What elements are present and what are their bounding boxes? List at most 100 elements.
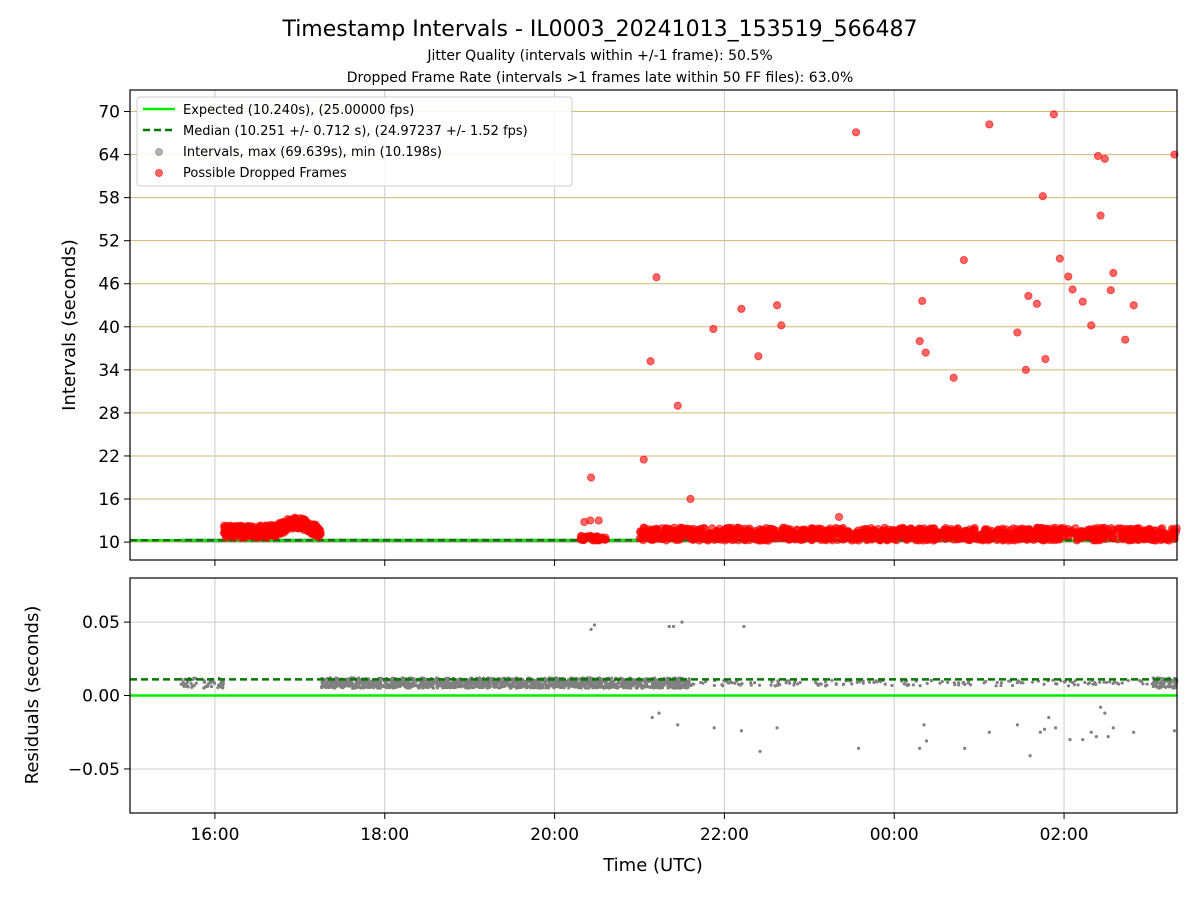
residual-point [776,679,780,684]
residual-point [867,680,872,684]
residual-point [1173,686,1177,690]
dropped-frame-cluster-point [1162,535,1171,544]
residual-point [471,679,476,684]
dropped-frame-cluster-point [955,534,964,543]
dropped-frame-cluster-point [834,529,843,538]
residual-point [1154,683,1158,687]
residual-point [995,680,999,685]
residual-point [642,678,647,682]
residual-point [392,685,396,689]
residual-point [185,681,189,685]
dropped-frame-point [1087,321,1096,330]
x-tick-label: 00:00 [870,825,919,845]
residual-point [682,684,686,688]
residual-point [659,686,663,690]
residual-point [957,683,961,687]
residual-point [1007,679,1011,683]
residual-point [925,681,929,685]
residual-outlier-point [712,726,716,730]
dropped-frame-point [1068,285,1077,294]
residual-point [320,686,324,690]
residual-point [596,681,600,686]
residual-point [487,685,492,689]
residual-point [1083,680,1087,684]
residual-point [613,685,617,689]
dropped-frame-cluster-point [911,533,921,543]
residual-outlier-point [1111,726,1115,730]
legend-dropped-swatch [155,169,163,177]
residual-point [442,683,446,687]
dropped-frame-cluster-point [309,530,318,539]
residual-point [571,681,575,685]
residual-point [640,683,644,687]
residual-point [483,680,487,684]
residual-point [874,679,878,683]
residual-point [1160,685,1164,689]
residual-point [576,681,580,685]
dropped-frame-point [1100,154,1109,163]
residual-outlier-point [1068,737,1072,742]
legend-expected-label: Expected (10.240s), (25.00000 fps) [183,103,414,118]
residual-outlier-point [589,627,593,632]
residual-point [645,684,649,688]
dropped-frame-cluster-point [1100,523,1109,532]
intervals-y-tick-label: 10 [98,533,120,553]
residual-point [769,683,773,687]
residual-point [953,683,957,687]
dropped-frame-cluster-point [819,533,828,543]
residual-outlier-point [1081,737,1085,742]
residual-point [940,679,944,684]
residual-point [561,680,566,684]
residual-point [543,682,547,687]
residual-point [538,686,542,690]
residual-point [619,682,623,686]
residual-point [818,682,822,686]
dropped-frame-cluster-point [1056,530,1065,539]
residual-point [749,681,753,685]
dropped-frame-cluster-point [299,515,308,524]
dropped-frame-point [1055,254,1064,263]
residual-point [609,683,613,687]
residual-outlier-point [775,726,779,730]
residual-point [576,684,580,688]
residual-point [883,682,887,686]
dropped-frame-point [921,348,930,357]
residual-point [692,682,696,686]
residual-point [666,686,670,690]
dropped-frame-cluster-point [1051,523,1060,532]
residual-point [850,682,854,686]
residual-point [324,685,328,689]
residual-point [405,686,409,690]
residual-point [686,682,691,687]
residual-point [537,682,541,686]
residual-point [432,682,436,686]
residual-point [788,681,792,685]
residual-outlier-point [1089,730,1093,734]
residual-point [520,685,524,689]
residual-point [1145,682,1149,686]
residual-point [393,681,397,685]
residual-point [516,683,520,687]
residual-point [561,683,565,687]
dropped-frame-point [1096,211,1105,220]
residual-point [672,686,676,690]
dropped-frame-cluster-point [1156,525,1165,534]
x-axis-label: Time (UTC) [602,855,703,876]
dropped-frame-cluster-point [1108,526,1117,535]
dropped-frame-cluster-point [1010,530,1019,539]
dropped-frame-point [985,120,994,129]
residual-point [1126,679,1130,683]
intervals-plot-frame [129,89,1178,561]
residual-point [417,683,421,687]
residual-point [813,680,818,684]
residual-point [547,681,552,685]
residual-point [513,684,517,689]
residual-point [911,683,915,687]
dropped-frame-cluster-point [679,525,689,534]
x-tick-label: 18:00 [360,825,409,845]
dropped-frame-cluster-point [952,526,961,535]
residual-point [478,684,482,688]
residual-point [567,686,571,690]
dropped-frame-point [1109,268,1118,278]
